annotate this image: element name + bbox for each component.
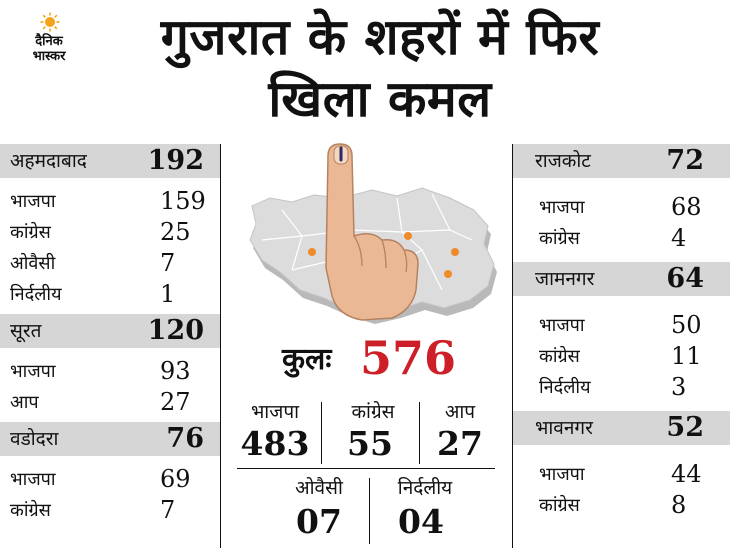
party-row: निर्दलीय 1 bbox=[0, 279, 220, 310]
seat-count: 44 bbox=[671, 460, 702, 488]
seat-count: 50 bbox=[671, 311, 702, 339]
row-divider bbox=[237, 468, 495, 469]
party-row: कांग्रेस 25 bbox=[0, 217, 220, 248]
headline-line-1: गुजरात के शहरों में फिर bbox=[160, 8, 600, 66]
city-name: राजकोट bbox=[535, 150, 591, 172]
city-total: 64 bbox=[666, 263, 704, 294]
left-city-column: अहमदाबाद 192 भाजपा 159 कांग्रेस 25 ओवैसी 7 … bbox=[0, 144, 220, 526]
party-total-label: कांग्रेस bbox=[351, 401, 395, 423]
cell-divider bbox=[321, 402, 322, 464]
party-total-value: 07 bbox=[296, 502, 342, 541]
party-row: भाजपा 93 bbox=[0, 356, 220, 387]
page-headline: गुजरात के शहरों में फिर खिला कमल bbox=[100, 6, 660, 130]
cell-divider bbox=[419, 402, 420, 464]
party-name: कांग्रेस bbox=[539, 228, 580, 249]
party-name: कांग्रेस bbox=[539, 495, 580, 516]
city-header-rajkot: राजकोट 72 bbox=[513, 144, 730, 178]
grand-total: कुलः 576 bbox=[282, 332, 482, 384]
city-name: अहमदाबाद bbox=[10, 150, 87, 172]
party-row: आप 27 bbox=[0, 387, 220, 418]
party-row: कांग्रेस 8 bbox=[513, 490, 730, 521]
sun-logo-icon bbox=[40, 12, 60, 32]
party-row: कांग्रेस 11 bbox=[513, 341, 730, 372]
city-total: 76 bbox=[166, 423, 204, 454]
party-total-label: आप bbox=[444, 401, 476, 423]
party-row: भाजपा 69 bbox=[0, 464, 220, 495]
party-name: आप bbox=[10, 392, 39, 413]
city-header-vadodara: वडोदरा 76 bbox=[0, 422, 220, 456]
party-total-value: 483 bbox=[240, 424, 310, 463]
city-header-bhavnagar: भावनगर 52 bbox=[513, 411, 730, 445]
city-marker-icon bbox=[404, 232, 412, 240]
party-total-value: 55 bbox=[347, 424, 393, 463]
total-value: 576 bbox=[360, 331, 457, 385]
inked-finger-icon bbox=[325, 143, 419, 321]
city-marker-icon bbox=[308, 248, 316, 256]
dainik-bhaskar-logo: दैनिक भास्कर bbox=[18, 12, 80, 82]
city-marker-icon bbox=[444, 270, 452, 278]
seat-count: 25 bbox=[160, 218, 191, 246]
party-name: भाजपा bbox=[10, 191, 56, 212]
city-marker-icon bbox=[451, 248, 459, 256]
party-total-value: 27 bbox=[437, 424, 483, 463]
seat-count: 68 bbox=[671, 193, 702, 221]
city-total: 52 bbox=[666, 412, 704, 443]
party-name: निर्दलीय bbox=[539, 377, 591, 398]
headline-line-2: खिला कमल bbox=[268, 70, 492, 128]
seat-count: 8 bbox=[671, 491, 687, 519]
city-total: 120 bbox=[147, 315, 204, 346]
party-name: भाजपा bbox=[539, 315, 585, 336]
seat-count: 7 bbox=[160, 496, 176, 524]
party-name: निर्दलीय bbox=[10, 284, 62, 305]
seat-count: 3 bbox=[671, 373, 687, 401]
seat-count: 159 bbox=[160, 187, 206, 215]
party-row: निर्दलीय 3 bbox=[513, 372, 730, 403]
seat-count: 11 bbox=[671, 342, 702, 370]
party-name: कांग्रेस bbox=[10, 500, 51, 521]
right-city-column: राजकोट 72 भाजपा 68 कांग्रेस 4 जामनगर 64 भा… bbox=[513, 144, 730, 521]
city-header-surat: सूरत 120 bbox=[0, 314, 220, 348]
party-name: भाजपा bbox=[539, 464, 585, 485]
brand-line-1: दैनिक bbox=[35, 34, 63, 49]
seat-count: 4 bbox=[671, 224, 687, 252]
party-name: कांग्रेस bbox=[10, 222, 51, 243]
party-name: भाजपा bbox=[10, 361, 56, 382]
party-row: भाजपा 159 bbox=[0, 186, 220, 217]
party-row: भाजपा 50 bbox=[513, 310, 730, 341]
city-name: भावनगर bbox=[535, 417, 593, 439]
seat-count: 93 bbox=[160, 357, 191, 385]
party-name: भाजपा bbox=[10, 469, 56, 490]
party-total-label: ओवैसी bbox=[295, 477, 343, 499]
city-name: जामनगर bbox=[535, 268, 595, 290]
party-name: ओवैसी bbox=[10, 253, 56, 274]
city-name: वडोदरा bbox=[10, 428, 59, 450]
seat-count: 27 bbox=[160, 388, 191, 416]
party-total-label: निर्दलीय bbox=[397, 477, 453, 499]
brand-wordmark: दैनिक भास्कर bbox=[18, 34, 80, 64]
party-row: भाजपा 68 bbox=[513, 192, 730, 223]
seat-count: 7 bbox=[160, 249, 176, 277]
party-name: कांग्रेस bbox=[539, 346, 580, 367]
party-row: ओवैसी 7 bbox=[0, 248, 220, 279]
left-divider bbox=[220, 144, 221, 548]
party-row: भाजपा 44 bbox=[513, 459, 730, 490]
brand-line-2: भास्कर bbox=[32, 49, 66, 64]
seat-count: 69 bbox=[160, 465, 191, 493]
party-row: कांग्रेस 7 bbox=[0, 495, 220, 526]
city-header-jamnagar: जामनगर 64 bbox=[513, 262, 730, 296]
cell-divider bbox=[369, 478, 370, 544]
city-total: 192 bbox=[147, 145, 204, 176]
seat-count: 1 bbox=[160, 280, 176, 308]
party-total-value: 04 bbox=[398, 502, 444, 541]
city-total: 72 bbox=[666, 145, 704, 176]
party-name: भाजपा bbox=[539, 197, 585, 218]
party-row: कांग्रेस 4 bbox=[513, 223, 730, 254]
city-header-ahmedabad: अहमदाबाद 192 bbox=[0, 144, 220, 178]
right-divider bbox=[512, 144, 513, 548]
city-name: सूरत bbox=[10, 320, 42, 342]
party-totals: भाजपा 483 कांग्रेस 55 आप 27 ओवैसी 07 निर… bbox=[221, 398, 512, 548]
party-total-label: भाजपा bbox=[250, 401, 300, 423]
gujarat-map-illustration bbox=[249, 143, 497, 324]
total-label: कुलः bbox=[282, 342, 332, 377]
